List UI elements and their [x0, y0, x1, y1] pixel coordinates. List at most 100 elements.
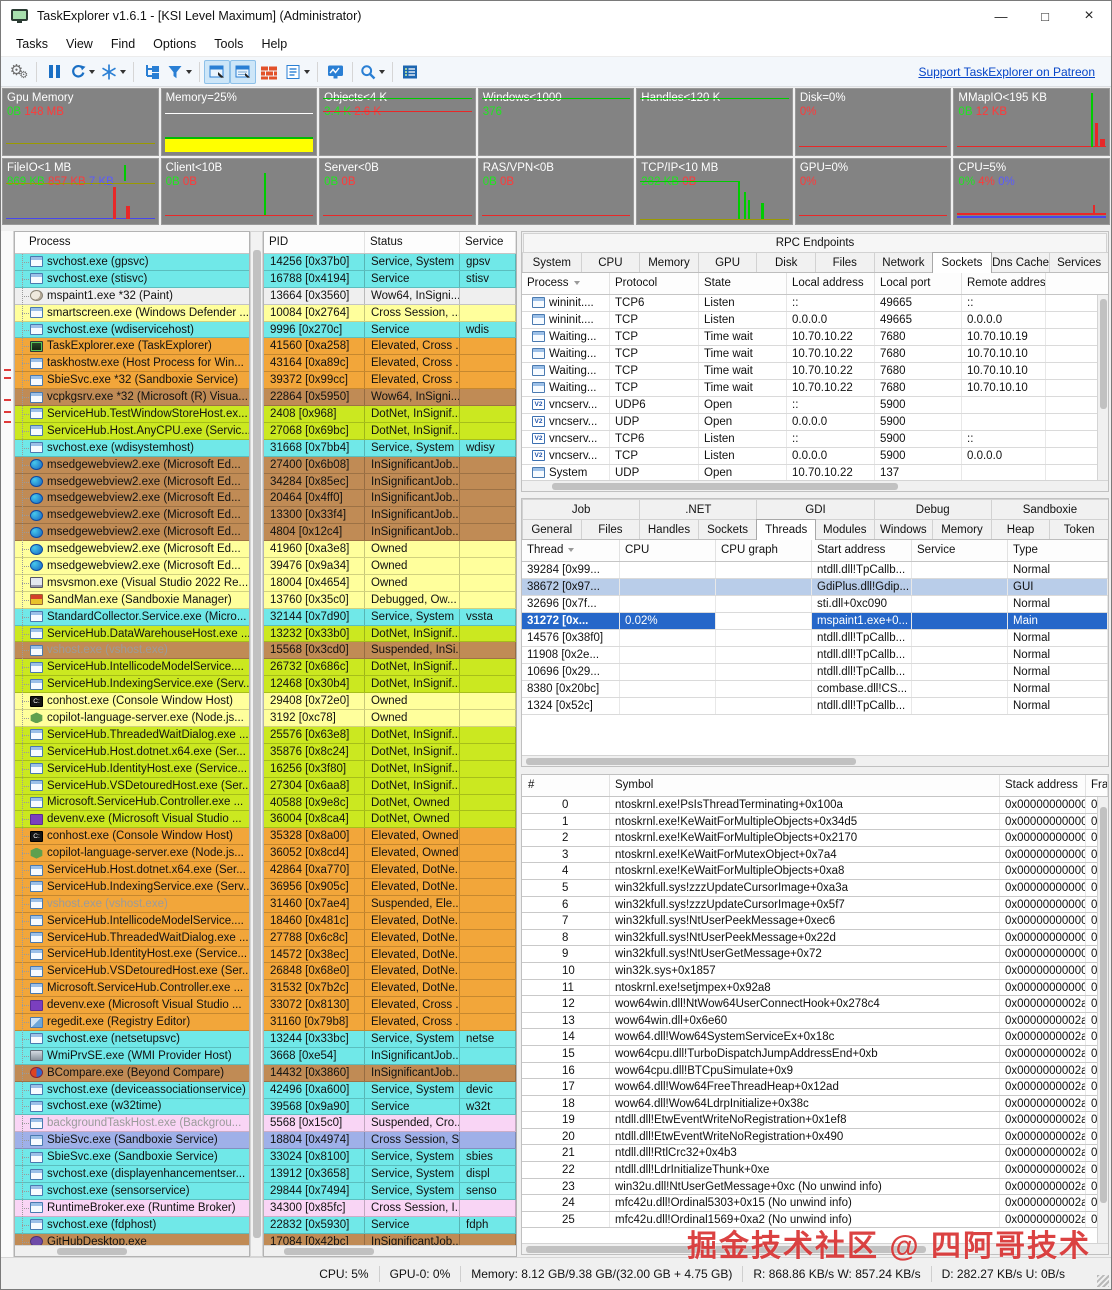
details-tab[interactable]: .NET — [639, 499, 758, 519]
service-column-header[interactable]: Service — [912, 540, 1008, 561]
pid-row[interactable]: 22864 [0x5950] Wow64, InSigni... — [264, 389, 516, 407]
thread-hscrollbar[interactable] — [522, 755, 1108, 766]
process-row[interactable]: svchost.exe (w32time) — [15, 1098, 249, 1116]
pid-row[interactable]: 29408 [0x72e0] Owned — [264, 693, 516, 711]
stack-row[interactable]: 7 win32kfull.sys!NtUserPeekMessage+0xec6… — [522, 913, 1108, 930]
socket-row[interactable]: vncserv... UDP Open 0.0.0.0 5900 — [522, 414, 1108, 431]
process-column-header[interactable]: Process — [15, 232, 249, 254]
process-row[interactable]: Microsoft.ServiceHub.Controller.exe ... — [15, 794, 249, 812]
pid-hscrollbar[interactable] — [264, 1245, 516, 1256]
graph-panel-gpu-memory[interactable]: Gpu Memory 0B 148 MB — [2, 88, 159, 156]
socket-row[interactable]: vncserv... UDP6 Open :: 5900 — [522, 397, 1108, 414]
process-row[interactable]: conhost.exe (Console Window Host) — [15, 693, 249, 711]
process-row[interactable]: ServiceHub.IdentityHost.exe (Service... — [15, 946, 249, 964]
process-row[interactable]: SbieSvc.exe (Sandboxie Service) — [15, 1149, 249, 1167]
stack-row[interactable]: 17 wow64.dll!Wow64FreeThreadHeap+0x12ad … — [522, 1079, 1108, 1096]
stack-vscrollbar[interactable] — [1097, 797, 1108, 1243]
maximize-button[interactable]: □ — [1041, 8, 1049, 24]
process-row[interactable]: backgroundTaskHost.exe (Backgrou... — [15, 1115, 249, 1133]
pid-row[interactable]: 22832 [0x5930] Service fdph — [264, 1216, 516, 1234]
process-row[interactable]: SbieSvc.exe *32 (Sandboxie Service) — [15, 372, 249, 390]
system-monitor-button[interactable] — [322, 60, 348, 84]
thread-row[interactable]: 11908 [0x2e... ntdll.dll!TpCallb... Norm… — [522, 647, 1108, 664]
graph-panel-rasvpn[interactable]: RAS/VPN<0B 0B 0B — [477, 157, 635, 225]
pid-row[interactable]: 13664 [0x3560] Wow64, InSigni... — [264, 287, 516, 305]
process-row[interactable]: vshost.exe (vshost.exe) — [15, 642, 249, 660]
details-tab[interactable]: Heap — [990, 519, 1051, 539]
pid-row[interactable]: 26732 [0x686c] DotNet, InSignif... — [264, 659, 516, 677]
thread-row[interactable]: 14576 [0x38f0] ntdll.dll!TpCallb... Norm… — [522, 630, 1108, 647]
log-button[interactable] — [282, 60, 313, 84]
pid-row[interactable]: 36052 [0x8cd4] Elevated, Owned — [264, 845, 516, 863]
system-tab[interactable]: CPU — [580, 252, 641, 272]
pid-row[interactable]: 15568 [0x3cd0] Suspended, InSi... — [264, 642, 516, 660]
graph-panel-objects[interactable]: Objects<4 K 3.4 K 2.6 K — [319, 88, 476, 156]
pid-row[interactable]: 35328 [0x8a00] Elevated, Owned — [264, 828, 516, 846]
scroll-thumb[interactable] — [284, 1248, 374, 1255]
process-row[interactable]: svchost.exe (displayenhancementser... — [15, 1166, 249, 1183]
process-row[interactable]: copilot-language-server.exe (Node.js... — [15, 710, 249, 727]
process-row[interactable]: vcpkgsrv.exe *32 (Microsoft (R) Visua... — [15, 389, 249, 407]
tasks-list-button[interactable] — [397, 60, 423, 84]
stack-row[interactable]: 2 ntoskrnl.exe!KeWaitForMultipleObjects+… — [522, 830, 1108, 847]
process-row[interactable]: svchost.exe (wdisystemhost) — [15, 439, 249, 457]
menu-item[interactable]: Tools — [214, 36, 244, 51]
pid-row[interactable]: 27400 [0x6b08] InSignificantJob... — [264, 456, 516, 474]
process-row[interactable]: StandardCollector.Service.exe (Micro... — [15, 608, 249, 626]
pid-row[interactable]: 31160 [0x79b8] Elevated, Cross ... — [264, 1014, 516, 1031]
graph-panel-fileio[interactable]: FileIO<1 MB 869 KB 857 KB 7 KB — [2, 157, 159, 225]
details-tab[interactable]: Windows — [873, 519, 934, 539]
thread-row[interactable]: 8380 [0x20bc] combase.dll!CS... Normal — [522, 681, 1108, 698]
socket-row[interactable]: wininit.... TCP6 Listen :: 49665 :: — [522, 295, 1108, 312]
process-row[interactable]: svchost.exe (gpsvc) — [15, 254, 249, 271]
graph-panel-windows[interactable]: Windows<1000 376 — [477, 88, 635, 156]
process-row[interactable]: SandMan.exe (Sandboxie Manager) — [15, 591, 249, 609]
process-row[interactable]: svchost.exe (stisvc) — [15, 270, 249, 288]
pid-row[interactable]: 18460 [0x481c] Elevated, DotNe... — [264, 912, 516, 930]
pid-row[interactable]: 13300 [0x33f4] InSignificantJob... — [264, 507, 516, 525]
process-row[interactable]: msvsmon.exe (Visual Studio 2022 Re... — [15, 574, 249, 592]
socket-row[interactable]: wininit.... TCP Listen 0.0.0.0 49665 0.0… — [522, 312, 1108, 329]
process-hscrollbar[interactable] — [15, 1245, 249, 1256]
pid-row[interactable]: 32144 [0x7d90] Service, System vssta — [264, 608, 516, 626]
system-tab[interactable]: System — [522, 252, 582, 272]
process-row[interactable]: ServiceHub.Host.dotnet.x64.exe (Ser... — [15, 743, 249, 761]
pid-row[interactable]: 27788 [0x6c8c] Elevated, DotNe... — [264, 929, 516, 947]
process-row[interactable]: GitHubDesktop.exe — [15, 1233, 249, 1245]
system-tab[interactable]: Sockets — [932, 252, 992, 273]
process-row[interactable]: msedgewebview2.exe (Microsoft Ed... — [15, 456, 249, 474]
process-row[interactable]: smartscreen.exe (Windows Defender ... — [15, 304, 249, 322]
pid-row[interactable]: 10084 [0x2764] Cross Session, ... — [264, 304, 516, 322]
tab-rpc-endpoints[interactable]: RPC Endpoints — [523, 233, 1107, 252]
stack-row[interactable]: 1 ntoskrnl.exe!KeWaitForMultipleObjects+… — [522, 813, 1108, 831]
stack-hscrollbar[interactable] — [522, 1243, 1108, 1254]
process-row[interactable]: ServiceHub.IndexingService.exe (Serv... — [15, 878, 249, 896]
process-vscrollbar[interactable] — [250, 231, 263, 1257]
scroll-thumb[interactable] — [552, 483, 898, 490]
graph-panel-tcpip[interactable]: TCP/IP<10 MB 282 KB 0B — [636, 157, 793, 225]
process-row[interactable]: ServiceHub.TestWindowStoreHost.ex... — [15, 406, 249, 423]
process-row[interactable]: svchost.exe (deviceassociationservice) — [15, 1081, 249, 1099]
socket-remoteaddr-header[interactable]: Remote address — [962, 273, 1046, 294]
socket-row[interactable]: Waiting... TCP Time wait 10.70.10.22 768… — [522, 329, 1108, 346]
thread-row[interactable]: 39284 [0x99... ntdll.dll!TpCallb... Norm… — [522, 562, 1108, 579]
pause-button[interactable] — [41, 60, 67, 84]
pid-row[interactable]: 39568 [0x9a90] Service w32t — [264, 1098, 516, 1116]
menu-item[interactable]: Tasks — [16, 36, 48, 51]
process-row[interactable]: svchost.exe (netsetupsvc) — [15, 1030, 249, 1048]
pid-row[interactable]: 31668 [0x7bb4] Service, System wdisy — [264, 439, 516, 457]
pid-row[interactable]: 16256 [0x3f80] DotNet, InSignif... — [264, 760, 516, 778]
stack-row[interactable]: 20 ntdll.dll!EtwEventWriteNoRegistration… — [522, 1128, 1108, 1146]
process-row[interactable]: ServiceHub.IntellicodeModelService.... — [15, 659, 249, 677]
details-tab[interactable]: GDI — [756, 499, 875, 519]
socket-row[interactable]: Waiting... TCP Time wait 10.70.10.22 768… — [522, 363, 1108, 380]
graph-panel-client[interactable]: Client<10B 0B 0B — [160, 157, 318, 225]
process-row[interactable]: msedgewebview2.exe (Microsoft Ed... — [15, 558, 249, 575]
process-row[interactable]: TaskExplorer.exe (TaskExplorer) — [15, 338, 249, 356]
details-tab[interactable]: Memory — [932, 519, 992, 539]
stack-row[interactable]: 11 ntoskrnl.exe!setjmpex+0x92a8 0x000000… — [522, 979, 1108, 997]
details-tab[interactable]: Sockets — [697, 519, 758, 539]
pid-row[interactable]: 3668 [0xe54] InSignificantJob... — [264, 1047, 516, 1065]
close-button[interactable]: × — [1084, 7, 1094, 24]
pid-row[interactable]: 36004 [0x8ca4] DotNet, Owned — [264, 811, 516, 829]
